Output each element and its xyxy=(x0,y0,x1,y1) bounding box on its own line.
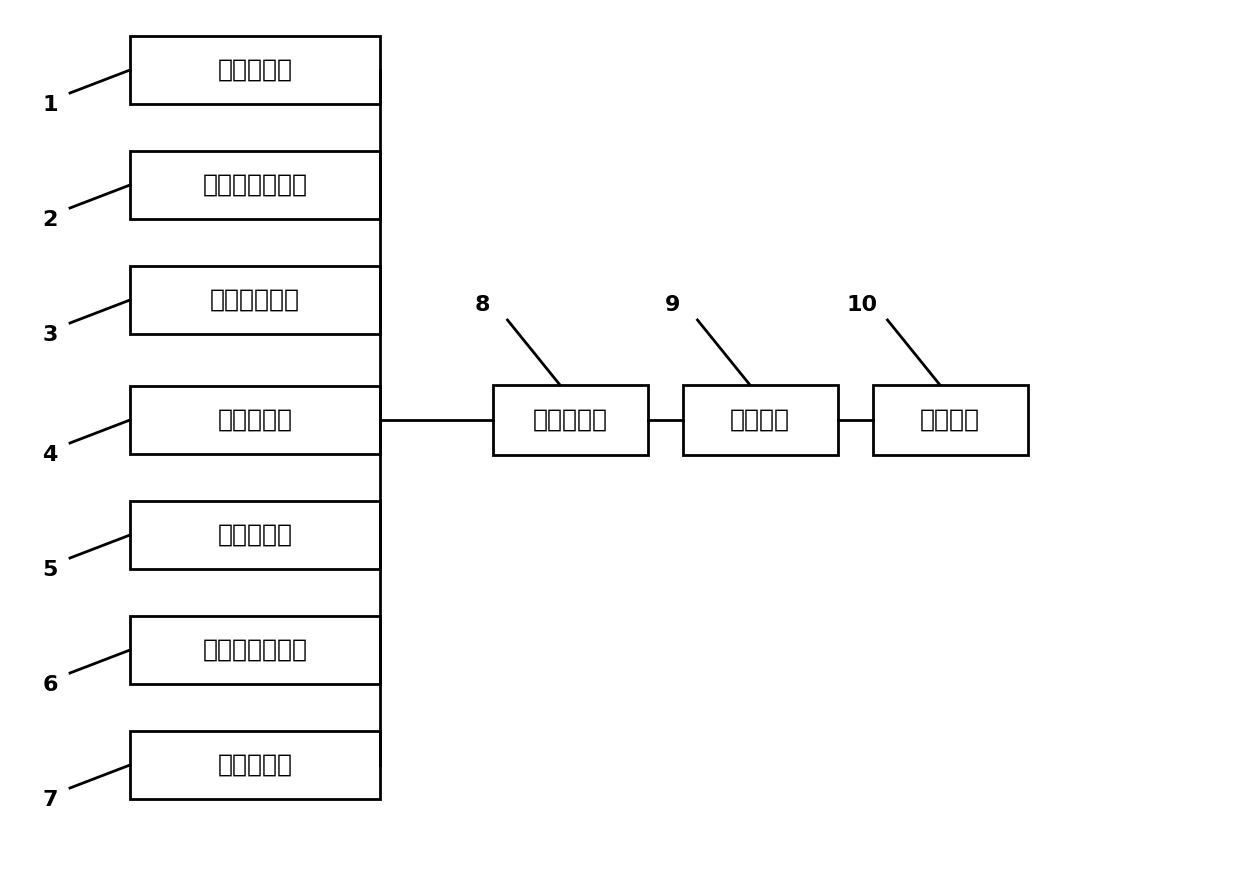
Bar xyxy=(130,731,379,799)
Text: 滤波模块: 滤波模块 xyxy=(730,408,790,432)
Bar xyxy=(130,36,379,104)
Text: 风速传感器: 风速传感器 xyxy=(217,753,293,777)
Text: 4: 4 xyxy=(42,445,58,465)
Text: 9: 9 xyxy=(665,295,681,315)
Bar xyxy=(130,151,379,219)
Text: 7: 7 xyxy=(42,790,58,810)
Bar xyxy=(130,386,379,454)
Text: 硫化氢传感器: 硫化氢传感器 xyxy=(210,288,300,312)
Bar xyxy=(130,266,379,334)
Text: 归一化模块: 归一化模块 xyxy=(532,408,608,432)
Text: 二氧化碳传感器: 二氧化碳传感器 xyxy=(202,173,308,197)
Text: 氨气传感器: 氨气传感器 xyxy=(217,58,293,82)
Text: 光照强度传感器: 光照强度传感器 xyxy=(202,638,308,662)
Bar xyxy=(682,385,837,455)
Text: 温度传感器: 温度传感器 xyxy=(217,408,293,432)
Bar xyxy=(492,385,647,455)
Bar xyxy=(130,616,379,684)
Text: 6: 6 xyxy=(42,675,58,695)
Text: 10: 10 xyxy=(847,295,878,315)
Bar xyxy=(873,385,1028,455)
Text: 5: 5 xyxy=(42,560,58,580)
Text: 降噪模块: 降噪模块 xyxy=(920,408,980,432)
Text: 8: 8 xyxy=(475,295,490,315)
Bar xyxy=(130,501,379,569)
Text: 湿度传感器: 湿度传感器 xyxy=(217,523,293,547)
Text: 3: 3 xyxy=(42,325,58,345)
Text: 2: 2 xyxy=(42,210,58,230)
Text: 1: 1 xyxy=(42,95,58,115)
